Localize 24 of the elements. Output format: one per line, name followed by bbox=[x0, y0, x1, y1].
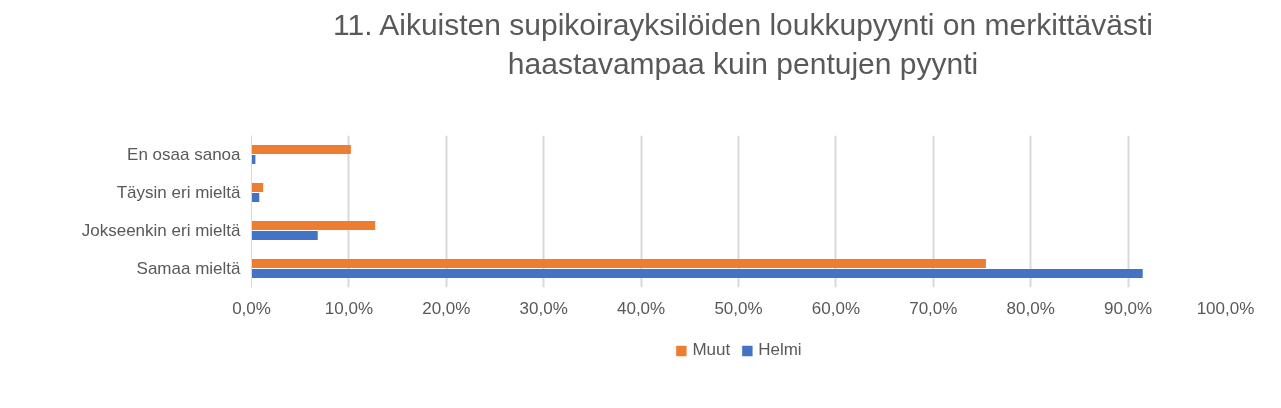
y-tick-label: Jokseenkin eri mieltä bbox=[81, 221, 242, 240]
legend-label: Muut bbox=[692, 340, 731, 360]
bar bbox=[251, 230, 318, 240]
x-tick-label: 90,0% bbox=[1104, 298, 1153, 318]
bar bbox=[251, 221, 376, 231]
bar bbox=[251, 145, 351, 155]
x-tick-label: 30,0% bbox=[519, 298, 568, 318]
y-tick-label: En osaa sanoa bbox=[127, 145, 242, 164]
x-tick-label: 60,0% bbox=[811, 298, 860, 318]
y-tick-label: Täysin eri mieltä bbox=[116, 183, 242, 202]
bar bbox=[251, 259, 986, 269]
x-tick-label: 40,0% bbox=[617, 298, 666, 318]
x-tick-label: 10,0% bbox=[324, 298, 373, 318]
x-tick-label: 20,0% bbox=[422, 298, 471, 318]
bar bbox=[251, 183, 264, 193]
legend-label: Helmi bbox=[758, 340, 802, 360]
x-tick-label: 70,0% bbox=[909, 298, 958, 318]
x-tick-label: 0,0% bbox=[232, 298, 271, 318]
x-tick-label: 80,0% bbox=[1006, 298, 1055, 318]
bar bbox=[251, 268, 1143, 278]
chart-title: 11. Aikuisten supikoirayksilöiden loukkupyynti on merkittävästi haastavampaa kuin pentujen pyynti bbox=[332, 7, 1154, 82]
x-tick-label: 100,0% bbox=[1196, 298, 1255, 318]
y-tick-label: Samaa mieltä bbox=[136, 259, 242, 278]
x-tick-label: 50,0% bbox=[714, 298, 763, 318]
